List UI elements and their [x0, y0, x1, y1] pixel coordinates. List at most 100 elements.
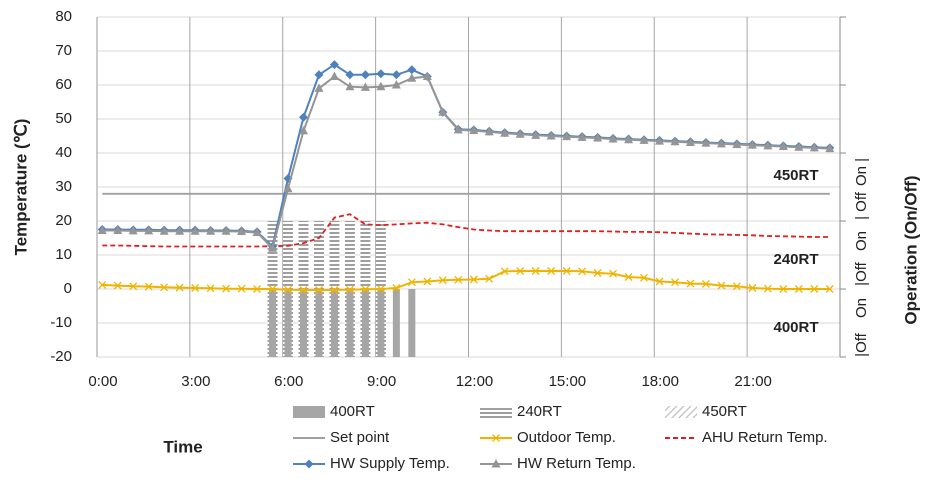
- marker: [500, 267, 509, 276]
- y-tick-label: 60: [55, 76, 72, 93]
- marker: [407, 65, 417, 75]
- marker: [360, 70, 370, 80]
- marker: [221, 226, 231, 235]
- marker: [97, 225, 107, 235]
- grid: -20 -10 0 10 20 30 40 50 60 70 80 0:00 3:00 6:00 9:00 1…: [50, 8, 840, 390]
- legend-label: Outdoor Temp.: [517, 429, 616, 446]
- marker: [175, 283, 184, 292]
- marker: [98, 280, 107, 289]
- y2-tick-label: | Off: [853, 191, 870, 220]
- legend-label: 400RT: [330, 403, 375, 420]
- marker: [810, 285, 819, 293]
- marker: [345, 70, 355, 80]
- marker: [516, 267, 525, 275]
- y2-tick-label: On: [853, 298, 870, 318]
- marker: [778, 141, 788, 151]
- marker: [206, 284, 215, 293]
- marker: [748, 284, 757, 292]
- marker: [624, 134, 634, 144]
- marker: [314, 83, 324, 92]
- marker: [686, 279, 695, 288]
- marker: [562, 131, 572, 141]
- marker: [175, 226, 185, 235]
- legend-label: Set point: [330, 429, 390, 446]
- marker: [268, 285, 277, 293]
- marker: [578, 267, 587, 276]
- marker: [144, 225, 154, 235]
- x-tick-label: 3:00: [181, 373, 210, 390]
- legend: 400RT 240RT 450RT Set point Outdoor Temp. AHU…: [293, 403, 828, 472]
- marker: [732, 282, 741, 291]
- marker: [562, 267, 571, 275]
- marker: [779, 285, 788, 293]
- marker: [701, 138, 711, 147]
- marker: [670, 136, 680, 146]
- marker: [593, 133, 603, 142]
- annotation: 240RT: [773, 251, 818, 268]
- bar: [330, 289, 338, 357]
- marker: [685, 137, 695, 146]
- x-tick-label: 6:00: [274, 373, 303, 390]
- marker: [701, 279, 710, 288]
- marker: [655, 136, 665, 145]
- marker: [500, 128, 510, 137]
- marker: [253, 285, 262, 293]
- marker: [484, 126, 494, 136]
- marker: [360, 82, 370, 91]
- y-axis-title: Temperature (℃): [11, 119, 30, 256]
- marker: [314, 70, 324, 80]
- y-tick-label: -20: [50, 348, 72, 365]
- x-axis-title: Time: [163, 437, 202, 456]
- marker: [531, 130, 541, 139]
- y2-tick-label: On |: [853, 158, 870, 186]
- line: [102, 75, 830, 251]
- x-tick-label: 21:00: [734, 373, 772, 390]
- marker: [345, 285, 354, 294]
- marker: [577, 132, 587, 141]
- marker: [237, 284, 246, 293]
- y-tick-label: 30: [55, 178, 72, 195]
- marker: [438, 107, 448, 116]
- bar: [361, 289, 369, 357]
- bar: [408, 289, 416, 357]
- marker: [298, 112, 308, 122]
- marker: [376, 69, 386, 79]
- y-tick-label: 80: [55, 8, 72, 25]
- marker: [283, 183, 293, 193]
- marker: [515, 129, 525, 138]
- line: [102, 63, 830, 249]
- marker: [191, 284, 200, 292]
- marker: [732, 139, 742, 148]
- legend-label: HW Return Temp.: [517, 455, 636, 472]
- marker: [129, 282, 138, 291]
- marker: [747, 140, 757, 149]
- marker: [608, 134, 618, 143]
- marker: [159, 226, 169, 235]
- marker: [794, 285, 803, 293]
- marker: [469, 125, 479, 135]
- lines: [97, 60, 835, 294]
- marker: [407, 73, 417, 82]
- x-tick-label: 18:00: [641, 373, 679, 390]
- y2-tick-label: On: [853, 231, 870, 251]
- line: [102, 270, 830, 291]
- legend-swatch: [480, 406, 512, 418]
- marker: [391, 70, 401, 80]
- marker: [128, 225, 138, 235]
- marker: [361, 285, 370, 294]
- marker: [438, 276, 447, 285]
- x-tick-label: 12:00: [456, 373, 494, 390]
- bar: [284, 289, 292, 357]
- marker: [298, 125, 308, 135]
- marker: [794, 142, 804, 151]
- marker: [284, 285, 292, 294]
- bar: [315, 289, 323, 357]
- x-tick-label: 9:00: [367, 373, 396, 390]
- y2-tick-label: |Off: [853, 332, 870, 356]
- bar: [269, 289, 277, 357]
- marker: [113, 225, 123, 235]
- y-tick-label: 40: [55, 144, 72, 161]
- marker: [763, 140, 773, 150]
- annotation: 450RT: [773, 167, 818, 184]
